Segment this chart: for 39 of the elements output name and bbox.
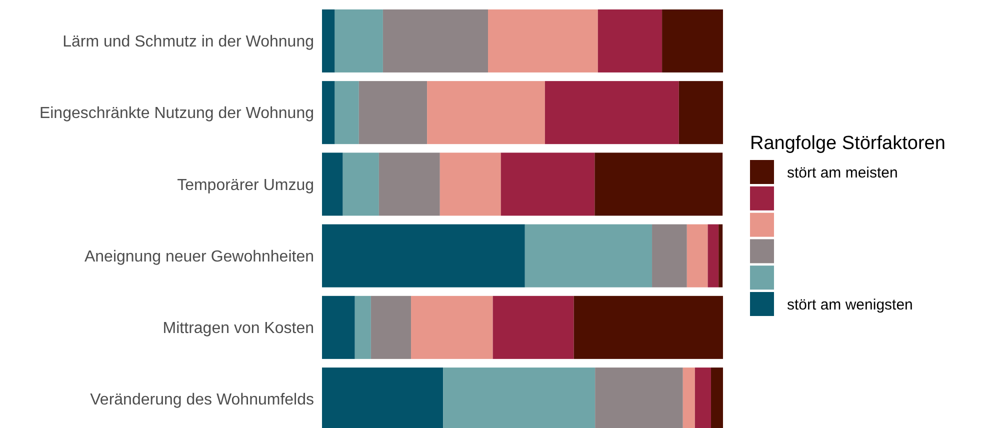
bar [322,9,335,72]
bar [718,224,723,288]
y-tick-label: Temporärer Umzug [177,176,314,194]
bar [370,296,412,359]
bar [411,296,493,359]
legend-label: stört am wenigsten [787,296,913,314]
bar [354,296,371,359]
bar [544,81,679,144]
bar [678,81,723,144]
bar [378,152,440,216]
bar [500,152,595,216]
bar [358,81,428,144]
bar [382,9,488,72]
y-tick-label: Veränderung des Wohnumfelds [90,392,314,409]
bar [322,81,335,144]
legend-label: stört am meisten [787,164,898,182]
bar [492,296,574,359]
bar [427,81,545,144]
y-tick-label: Aneignung neuer Gewohnheiten [84,248,314,266]
y-tick-label: Lärm und Schmutz in der Wohnung [62,34,314,51]
bar [708,224,719,288]
bar [342,152,379,216]
legend-title: Rangfolge Störfaktoren [750,133,946,154]
bar [440,152,501,216]
bar [322,152,343,216]
bar [652,224,687,288]
bar [574,296,723,359]
bar [322,224,525,288]
bar [334,9,383,72]
bar [662,9,723,72]
y-tick-label: Mittragen von Kosten [162,320,314,338]
bar [524,224,652,288]
bar [322,296,355,359]
bar [334,81,359,144]
bar [598,9,662,72]
bar [488,9,598,72]
y-tick-label: Eingeschränkte Nutzung der Wohnung [39,105,314,122]
bar [594,152,723,216]
bar [686,224,708,288]
